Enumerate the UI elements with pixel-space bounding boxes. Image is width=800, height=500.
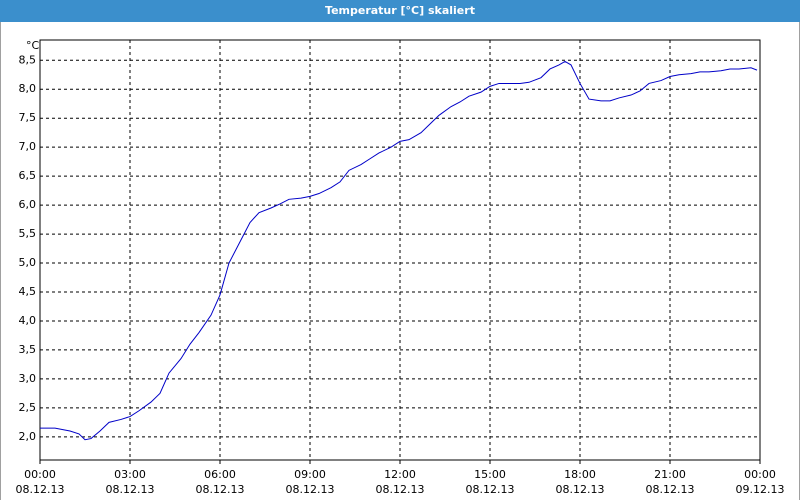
x-tick-date: 08.12.13 [196,483,245,496]
x-tick-date: 08.12.13 [106,483,155,496]
y-tick-label: 4,0 [19,314,37,327]
x-tick-label: 00:00 [24,468,56,481]
x-tick-label: 03:00 [114,468,146,481]
x-tick-label: 21:00 [654,468,686,481]
y-tick-label: 5,0 [19,256,37,269]
x-tick-label: 00:00 [744,468,776,481]
x-tick-label: 12:00 [384,468,416,481]
y-tick-label: 4,5 [19,285,37,298]
x-tick-date: 08.12.13 [466,483,515,496]
y-tick-label: 2,0 [19,430,37,443]
x-tick-label: 06:00 [204,468,236,481]
x-tick-date: 08.12.13 [286,483,335,496]
x-tick-label: 15:00 [474,468,506,481]
y-tick-label: 2,5 [19,401,37,414]
chart-title: Temperatur [°C] skaliert [325,4,475,17]
y-tick-label: 8,5 [19,53,37,66]
y-tick-label: 7,5 [19,111,37,124]
y-tick-label: 6,5 [19,169,37,182]
y-tick-label: 7,0 [19,140,37,153]
y-tick-label: 3,5 [19,343,37,356]
x-tick-date: 08.12.13 [376,483,425,496]
title-bar [0,0,800,22]
plot-frame [39,39,761,461]
x-tick-date: 08.12.13 [556,483,605,496]
x-tick-date: 09.12.13 [736,483,785,496]
x-tick-label: 18:00 [564,468,596,481]
y-tick-label: 3,0 [19,372,37,385]
temperature-line [40,60,758,441]
y-unit: °C [26,39,40,52]
x-tick-date: 08.12.13 [646,483,695,496]
y-tick-label: 6,0 [19,198,37,211]
x-tick-date: 08.12.13 [16,483,65,496]
y-tick-label: 5,5 [19,227,37,240]
y-tick-label: 8,0 [19,82,37,95]
x-tick-label: 09:00 [294,468,326,481]
